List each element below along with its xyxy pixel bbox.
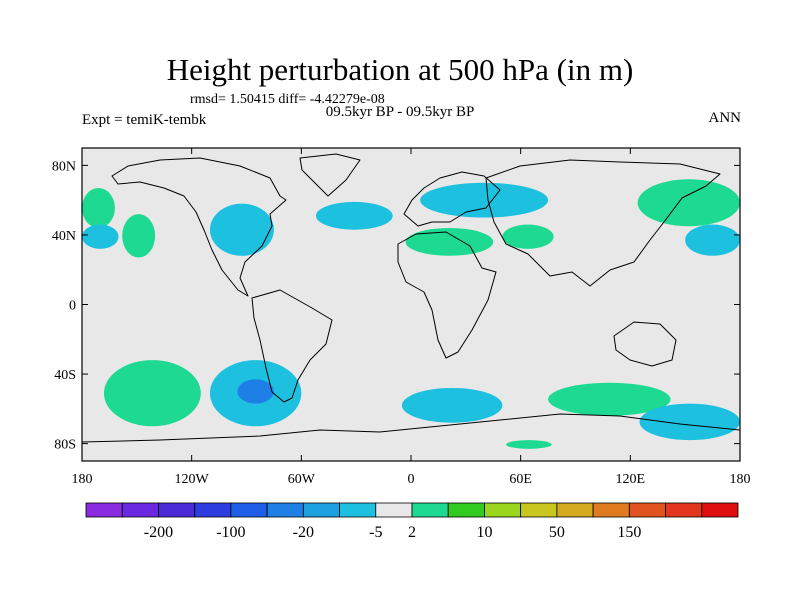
contour-region-south-pacific-east-core xyxy=(237,379,274,404)
contour-region-central-asia-positive xyxy=(502,224,554,249)
y-axis: 80N 40N 0 40S 80S xyxy=(52,159,740,453)
colorbar-label: -100 xyxy=(216,524,245,541)
colorbar-box xyxy=(230,502,268,518)
contour-regions xyxy=(82,179,740,449)
colorbar-box xyxy=(520,502,558,518)
period-label: 09.5kyr BP - 09.5kyr BP xyxy=(325,104,475,120)
contour-region-north-pacific-west-negative xyxy=(82,224,119,249)
x-tick-label: 120W xyxy=(175,472,210,487)
coastlines xyxy=(82,153,740,443)
colorbar-box xyxy=(447,502,485,518)
contour-region-north-sea-negative xyxy=(420,182,549,218)
colorbar-box xyxy=(158,502,196,518)
colorbar-box xyxy=(339,502,377,518)
contour-region-antarctic-positive xyxy=(506,440,552,449)
contour-region-north-pacific-west-positive xyxy=(82,187,115,228)
stats-label: rmsd= 1.50415 diff= -4.42279e-08 xyxy=(190,92,385,107)
x-axis: 180 120W 60W 0 60E 120E 180 xyxy=(72,148,751,487)
contour-region-north-pacific-east-positive xyxy=(122,214,156,258)
colorbar-box xyxy=(411,502,449,518)
contour-region-mediterranean-positive xyxy=(405,227,494,256)
colorbar-label: 150 xyxy=(617,524,641,541)
y-tick-label: 0 xyxy=(69,299,76,314)
colorbar-box xyxy=(701,502,739,518)
experiment-label: Expt = temiK-tembk xyxy=(82,112,207,128)
contour-region-north-america-negative xyxy=(209,203,274,256)
colorbar-label: 10 xyxy=(476,524,492,541)
colorbar-box xyxy=(592,502,630,518)
contour-region-north-pacific-negative xyxy=(685,224,740,256)
colorbar-box xyxy=(484,502,522,518)
y-tick-label: 80S xyxy=(54,438,76,453)
contour-region-south-pacific-far-negative xyxy=(639,403,740,441)
colorbar-box xyxy=(665,502,703,518)
y-tick-label: 40N xyxy=(52,229,76,244)
colorbar-box xyxy=(375,502,413,518)
colorbar-label: 50 xyxy=(549,524,565,541)
colorbar-box xyxy=(266,502,304,518)
colorbar-box xyxy=(556,502,594,518)
y-tick-label: 80N xyxy=(52,159,76,174)
colorbar-box xyxy=(121,502,159,518)
colorbar-label: 2 xyxy=(408,524,416,541)
colorbar-label: -200 xyxy=(144,524,173,541)
contour-region-east-asia-positive xyxy=(637,179,740,227)
colorbar: -200 -100 -20 -5 2 10 50 150 xyxy=(85,502,739,541)
y-tick-label: 40S xyxy=(54,368,76,383)
colorbar-box xyxy=(302,502,340,518)
contour-region-north-atlantic-negative xyxy=(315,201,393,230)
colorbar-box xyxy=(85,502,123,518)
contour-region-south-pacific-west-positive xyxy=(103,360,201,427)
x-tick-label: 180 xyxy=(730,472,751,487)
colorbar-label: -5 xyxy=(369,524,382,541)
x-tick-label: 60E xyxy=(509,472,532,487)
contour-region-south-indian-positive xyxy=(548,382,671,416)
colorbar-box xyxy=(194,502,232,518)
x-tick-label: 60W xyxy=(288,472,316,487)
x-tick-label: 120E xyxy=(616,472,646,487)
x-tick-label: 0 xyxy=(408,472,415,487)
contour-region-south-atlantic-negative xyxy=(401,387,503,423)
colorbar-box xyxy=(628,502,666,518)
chart-title: Height perturbation at 500 hPa (in m) xyxy=(166,52,634,87)
x-tick-label: 180 xyxy=(72,472,93,487)
season-label: ANN xyxy=(708,110,742,126)
colorbar-label: -20 xyxy=(293,524,314,541)
